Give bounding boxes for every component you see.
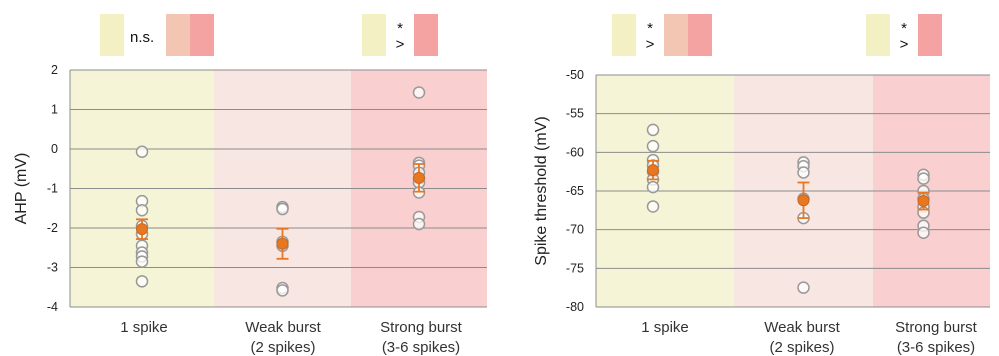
y-tick-label: 0 (51, 142, 58, 156)
mean-point (413, 171, 425, 184)
x-category-sublabel: (3-6 spikes) (382, 339, 460, 356)
y-tick-label: -80 (566, 300, 584, 314)
x-category-sublabel: (2 spikes) (769, 339, 834, 356)
y-tick-label: -3 (47, 261, 58, 275)
significance-swatch (190, 14, 214, 56)
x-category-label: Strong burst (380, 319, 463, 336)
chart-2: -50 -55 -60 -65 -70 -75 -80 Spike threshold (mV… (533, 14, 990, 356)
y-tick-label: -75 (566, 261, 584, 275)
y-tick-label: 1 (51, 103, 58, 117)
data-point (646, 139, 660, 153)
significance-star: * (397, 20, 403, 37)
data-point (917, 172, 930, 185)
significance-swatch (612, 14, 636, 56)
x-category-label: 1 spike (120, 319, 168, 336)
x-category-sublabel: (2 spikes) (250, 339, 315, 356)
x-category-label: 1 spike (641, 319, 689, 336)
significance-swatch (362, 14, 386, 56)
y-tick-label: -60 (566, 145, 584, 159)
significance-swatch (166, 14, 190, 56)
y-tick-label: -70 (566, 223, 584, 237)
data-point (412, 86, 426, 99)
x-category-label: Weak burst (245, 319, 321, 336)
significance-star: * (647, 20, 653, 37)
y-tick-label: -55 (566, 107, 584, 121)
data-point (412, 217, 426, 231)
mean-point (276, 237, 289, 250)
data-point (797, 166, 810, 179)
significance-compare: > (396, 36, 405, 53)
x-category-label: Strong burst (895, 319, 978, 336)
data-point (646, 123, 660, 137)
significance-swatch (688, 14, 712, 56)
data-point (276, 284, 289, 297)
y-tick-label: -65 (566, 184, 584, 198)
y-axis-label: Spike threshold (mV) (533, 116, 550, 265)
y-tick-label: 2 (51, 63, 58, 77)
significance-star: * (901, 20, 907, 37)
data-point (276, 202, 289, 216)
data-point (646, 200, 660, 213)
data-point (135, 203, 149, 217)
significance-swatch (664, 14, 688, 56)
significance-compare: > (900, 36, 909, 53)
y-tick-label: -50 (566, 68, 584, 82)
mean-point (647, 164, 659, 177)
x-category-sublabel: (3-6 spikes) (897, 339, 975, 356)
y-tick-label: -4 (47, 300, 58, 314)
data-point (917, 226, 930, 240)
x-category-label: Weak burst (764, 319, 840, 336)
y-tick-label: -1 (47, 182, 58, 196)
mean-point (797, 194, 810, 207)
significance-label: n.s. (130, 29, 154, 46)
significance-swatch (100, 14, 124, 56)
data-point (135, 145, 149, 159)
y-tick-label: -2 (47, 221, 58, 235)
chart-1: 2 1 0 -1 -2 -3 -4 AHP (mV) 1 spike Weak burst (2 s… (13, 14, 487, 356)
data-point (135, 275, 149, 288)
y-axis-label: AHP (mV) (13, 153, 30, 225)
significance-swatch (866, 14, 890, 56)
significance-swatch (414, 14, 438, 56)
mean-point (917, 195, 930, 208)
data-point (135, 255, 149, 268)
significance-compare: > (646, 36, 655, 53)
significance-swatch (918, 14, 942, 56)
data-point (646, 180, 660, 194)
mean-point (136, 223, 148, 236)
data-point (797, 281, 810, 294)
